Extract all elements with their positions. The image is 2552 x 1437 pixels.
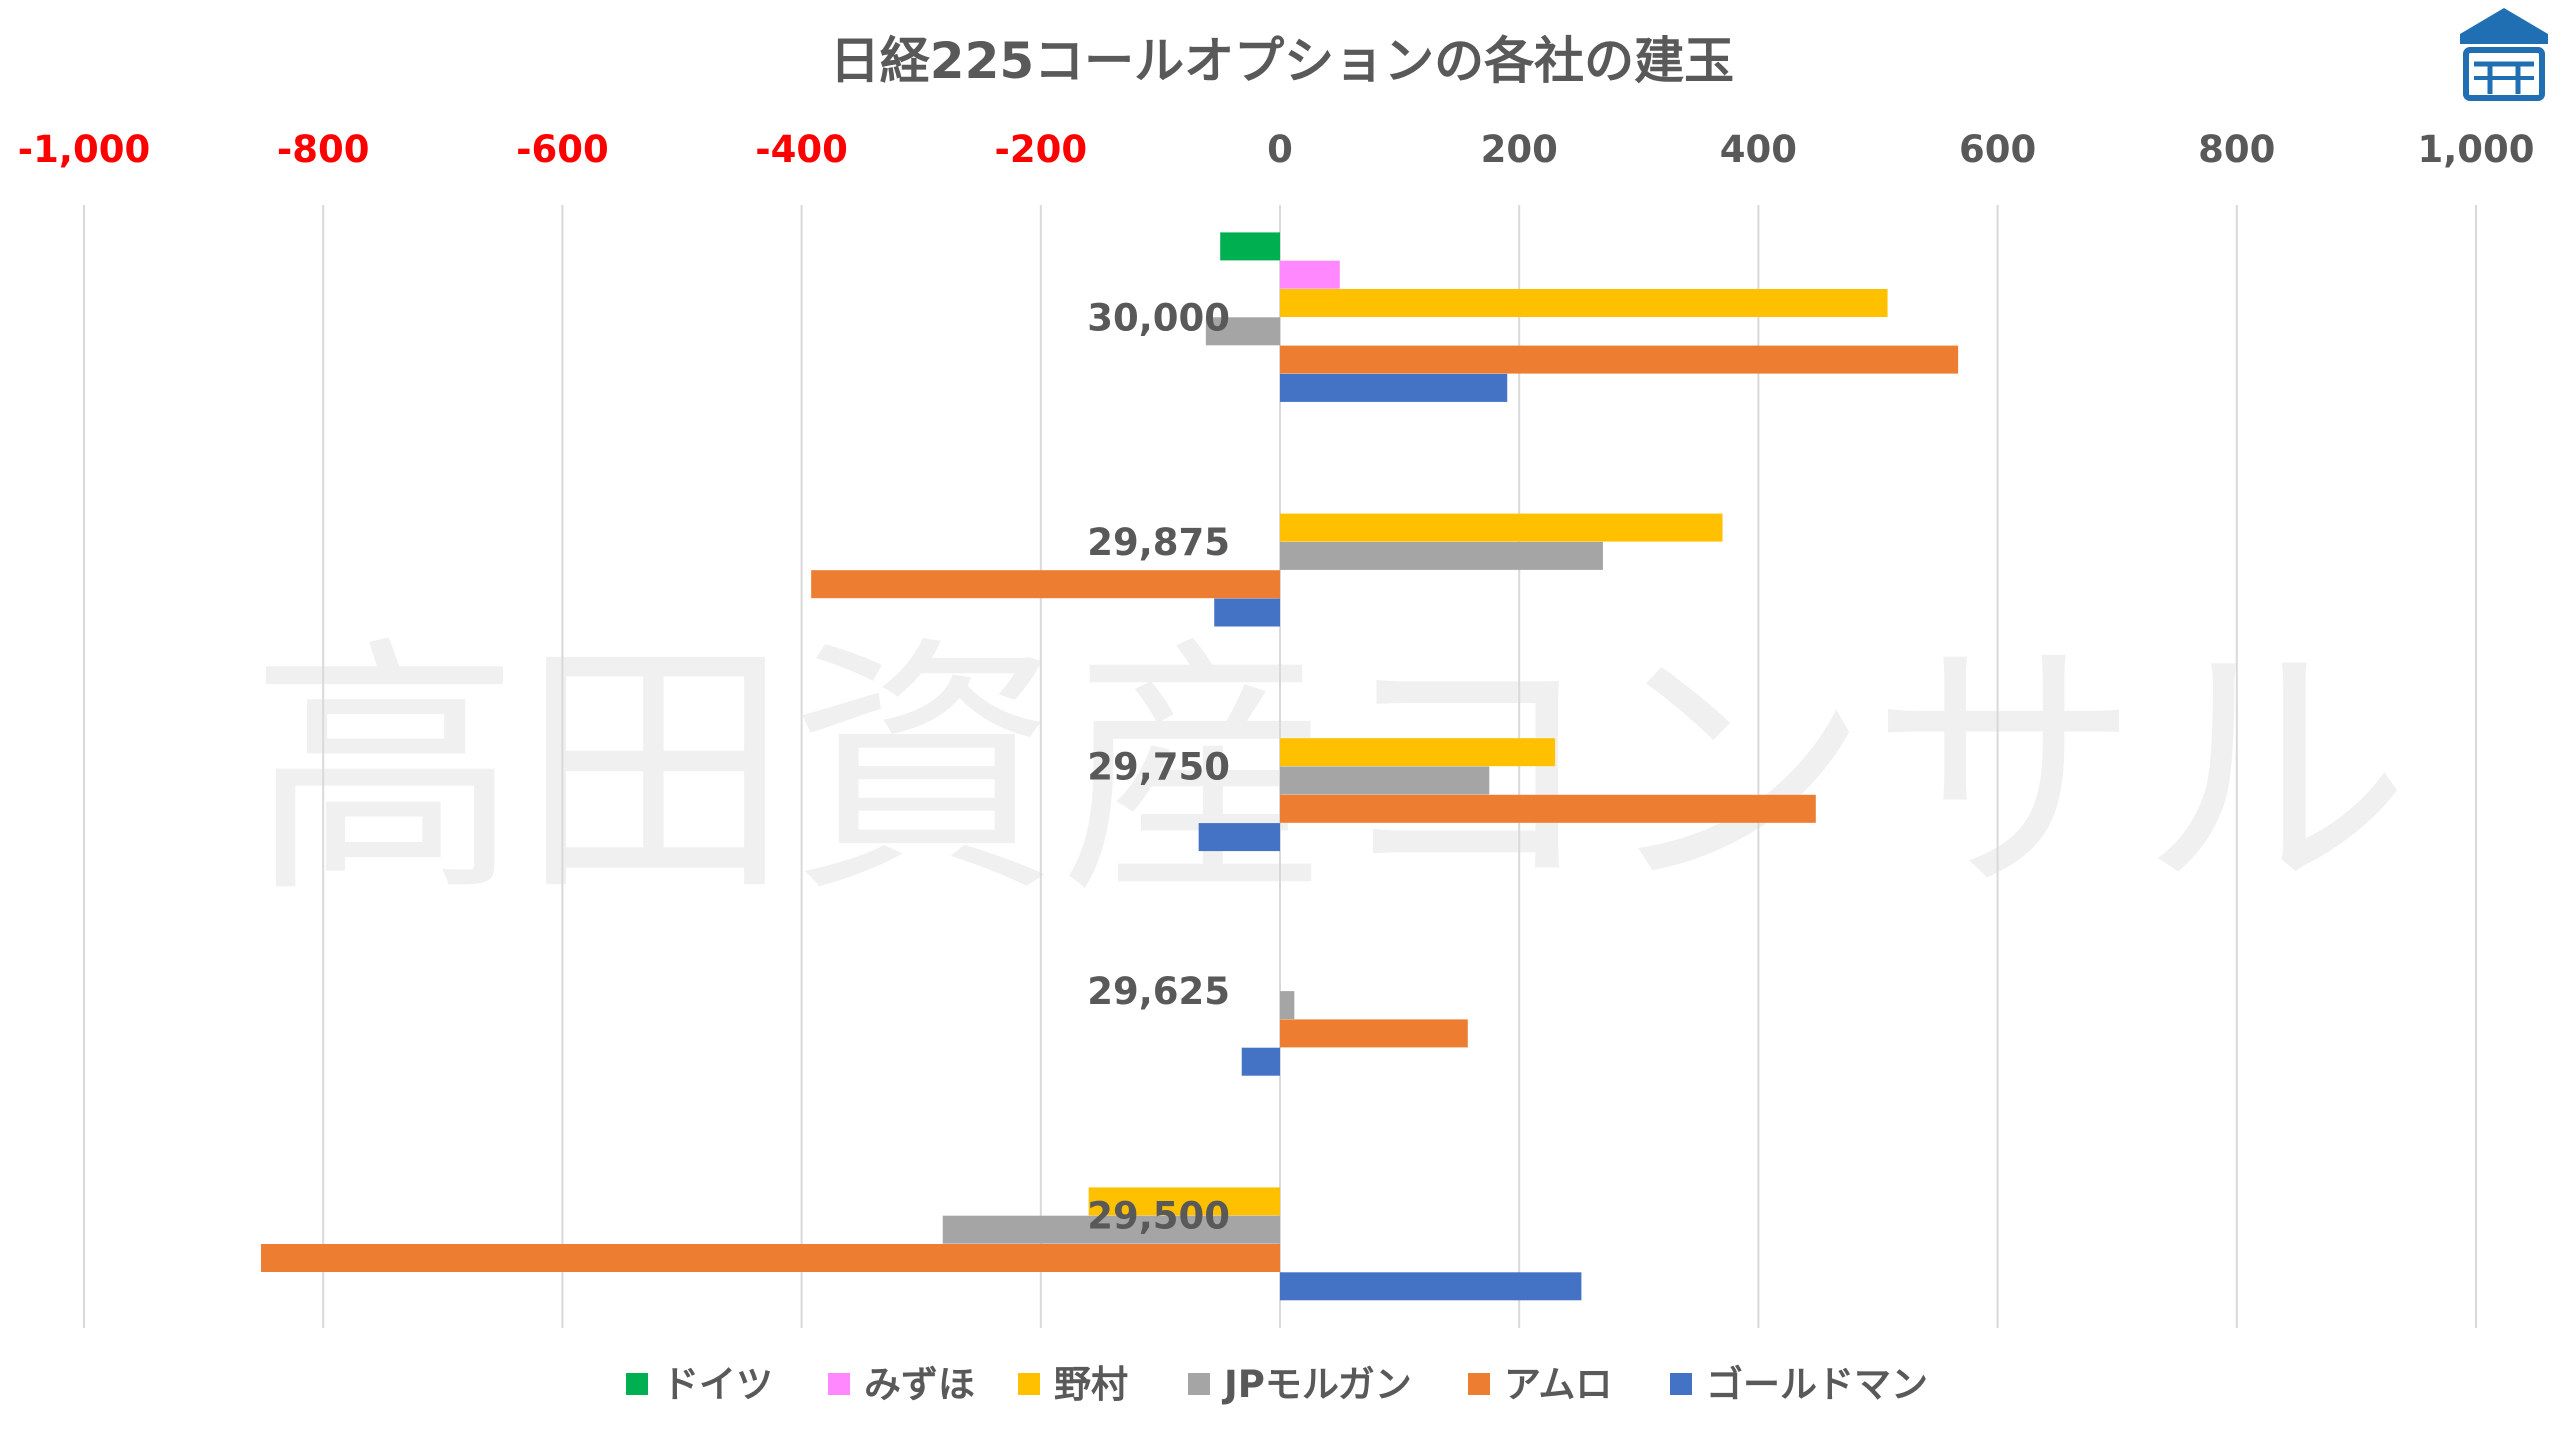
x-tick-label: -800 (277, 128, 370, 171)
category-label: 29,500 (1087, 1195, 1230, 1238)
x-tick-label: 800 (2198, 128, 2275, 171)
x-tick-label: 600 (1959, 128, 2036, 171)
logo-icon (2460, 8, 2548, 101)
bar (1280, 513, 1723, 542)
bar (1220, 232, 1280, 261)
bar (1280, 991, 1295, 1020)
bar (1205, 317, 1280, 346)
legend-item: JPモルガン (1188, 1363, 1412, 1406)
category-labels: 30,000 29,875 29,750 29,625 29,500 (1087, 296, 1230, 1237)
legend-item: 野村 (1018, 1363, 1128, 1406)
legend-item: みずほ (828, 1363, 975, 1406)
bar (1214, 598, 1280, 627)
legend-swatch (1468, 1373, 1490, 1395)
x-tick-label: 0 (1267, 128, 1293, 171)
bars (261, 232, 1959, 1301)
legend-label: ドイツ (662, 1363, 773, 1406)
legend-item: アムロ (1468, 1363, 1612, 1406)
x-tick-label: -1,000 (18, 128, 150, 171)
bar (1280, 1272, 1582, 1301)
legend-swatch (626, 1373, 648, 1395)
legend-label: みずほ (864, 1363, 975, 1406)
legend-label: 野村 (1054, 1363, 1128, 1406)
bar (1088, 1187, 1280, 1216)
bar (1241, 1047, 1280, 1076)
gridlines (83, 205, 2477, 1328)
x-tick-label: -400 (755, 128, 848, 171)
chart-title: 日経225コールオプションの各社の建玉 (830, 32, 1734, 90)
legend-swatch (828, 1373, 850, 1395)
bar (1280, 373, 1508, 402)
x-tick-label: 200 (1481, 128, 1558, 171)
bar (1280, 738, 1556, 767)
bar (1280, 794, 1816, 823)
bar (1280, 541, 1603, 570)
legend: ドイツ みずほ 野村 JPモルガン アムロ ゴールドマン (626, 1363, 1928, 1406)
x-tick-label: 1,000 (2417, 128, 2534, 171)
bar (1280, 345, 1959, 374)
bar (1198, 823, 1280, 852)
category-label: 30,000 (1087, 296, 1230, 339)
x-tick-label: -600 (516, 128, 609, 171)
bar (1280, 289, 1888, 317)
legend-label: ゴールドマン (1706, 1363, 1928, 1406)
category-label: 29,875 (1087, 521, 1230, 564)
legend-swatch (1670, 1373, 1692, 1395)
legend-swatch (1188, 1373, 1210, 1395)
bar (1280, 1019, 1468, 1048)
legend-label: アムロ (1504, 1363, 1612, 1406)
bar (261, 1244, 1280, 1272)
bar (1280, 766, 1490, 795)
category-label: 29,625 (1087, 970, 1230, 1013)
x-tick-labels: -1,000 -800 -600 -400 -200 0 200 400 600 800 1,000 (18, 128, 2535, 171)
legend-item: ゴールドマン (1670, 1363, 1928, 1406)
legend-swatch (1018, 1373, 1040, 1395)
legend-item: ドイツ (626, 1363, 773, 1406)
bar (1280, 260, 1340, 289)
bar (811, 570, 1280, 599)
x-tick-label: 400 (1720, 128, 1797, 171)
bar (942, 1215, 1280, 1244)
x-tick-label: -200 (995, 128, 1088, 171)
legend-label: JPモルガン (1221, 1363, 1412, 1406)
category-label: 29,750 (1087, 746, 1230, 789)
